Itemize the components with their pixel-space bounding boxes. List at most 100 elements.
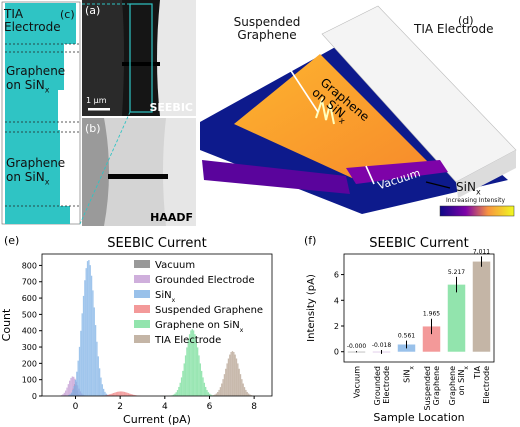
hist-bin	[183, 363, 185, 396]
hist-bin	[242, 383, 244, 396]
bar-frame	[343, 253, 495, 363]
hist-bin	[106, 395, 108, 396]
hist-bin	[129, 393, 131, 396]
hist-bin	[190, 330, 192, 396]
hist-bin	[102, 388, 105, 396]
bar-category-line: Graphene	[448, 366, 457, 406]
hist-bin	[73, 386, 75, 396]
hist-bin	[90, 275, 93, 396]
hist-xtick-label: 6	[207, 402, 213, 412]
panel-a-letter: (a)	[85, 4, 101, 17]
surface-grounded-purple	[202, 160, 350, 194]
surface-white-side	[456, 150, 516, 198]
hist-bin	[184, 355, 187, 396]
hist-bin	[62, 394, 64, 396]
hist-ytick-label: 100	[22, 376, 37, 385]
bar-category-line: TIA	[473, 365, 482, 379]
panel-b: (b) HAADF	[82, 118, 196, 226]
hist-bin	[92, 290, 94, 396]
hist-xlabel: Current (pA)	[123, 413, 191, 426]
legend-label-1: Grounded Electrode	[155, 275, 255, 286]
bar-category-line: Suspended	[423, 366, 432, 410]
bar-4	[447, 284, 466, 352]
hist-ytick-label: 600	[22, 294, 37, 303]
hist-bin	[223, 374, 226, 396]
hist-bin	[210, 394, 212, 396]
label-sinx-sub-2: x	[44, 177, 50, 187]
hist-bin	[234, 354, 236, 396]
hist-bin	[206, 390, 208, 396]
hist-bin	[187, 340, 189, 396]
hist-bin	[178, 386, 180, 396]
colorbar	[439, 205, 515, 217]
seebic-left-region	[82, 0, 124, 116]
hist-bin	[174, 393, 176, 396]
hist-bin	[176, 390, 179, 396]
hist-bin	[86, 261, 89, 396]
seebic-roi-box	[129, 3, 153, 113]
hist-ytick-label: 0	[32, 392, 37, 401]
hist-bin	[241, 379, 243, 396]
hist-bin	[239, 374, 242, 396]
hist-bin	[186, 347, 188, 396]
panel-d: (d) Suspended Graphene TIA Electrode Gra…	[196, 0, 520, 228]
hist-bin	[101, 384, 103, 396]
panel-d-letter: (d)	[458, 14, 474, 27]
bar-category-0: Vacuum	[353, 366, 362, 398]
hist-bin	[219, 387, 222, 396]
panel-e-letter: (e)	[4, 234, 19, 247]
legend-swatch-1	[134, 275, 150, 283]
bar-ytick-label: 2	[334, 322, 339, 331]
hist-bin	[108, 394, 111, 396]
bar-category-line: on SiNx	[457, 366, 470, 396]
bar-category-3: Suspended Graphene	[423, 366, 441, 411]
hist-bin	[96, 341, 98, 396]
surface-peaks	[315, 96, 335, 125]
label-suspended-graphene: Suspended Graphene	[233, 15, 301, 42]
hist-bin	[85, 268, 87, 396]
label-graphene-sinx-1: Graphene on SiNx	[6, 64, 76, 97]
hist-bin	[119, 391, 122, 396]
hist-bin	[191, 329, 193, 396]
panel-c: (c) TIA Electrode Graphene on SiNx Graph…	[0, 0, 82, 226]
hist-bin	[182, 370, 184, 396]
bar-category-1: Grounded Electrode	[373, 366, 391, 406]
hist-series-5	[210, 351, 255, 396]
legend-swatch-3	[134, 305, 150, 313]
haadf-gap-line	[108, 174, 168, 179]
hist-bin	[94, 325, 97, 396]
hist-bin	[225, 368, 227, 396]
hist-bin	[66, 387, 68, 396]
colorbar-label: Increasing Intensity	[446, 197, 506, 204]
hist-bin	[245, 389, 247, 396]
bar-value-label-0: -0.000	[347, 343, 367, 350]
seebic-right-electrode	[157, 0, 196, 116]
hist-bin	[107, 394, 109, 396]
hist-bin	[203, 382, 206, 396]
panel-c-letter: (c)	[60, 8, 75, 21]
surface-graphene-orange	[234, 54, 436, 178]
hist-xtick-label: 2	[117, 402, 123, 412]
hist-bin	[70, 392, 73, 396]
haadf-image	[82, 118, 196, 226]
hist-bin	[217, 392, 219, 396]
hist-bin	[133, 394, 135, 396]
hist-bin	[205, 386, 207, 396]
hist-bin	[63, 392, 65, 396]
hist-bin	[68, 395, 70, 396]
hist-series-4	[168, 329, 216, 396]
bar-ytick-label: 6	[334, 271, 339, 280]
hist-ylabel: Count	[0, 308, 13, 341]
hist-bin	[127, 393, 130, 396]
profile-dashed-lines	[5, 43, 79, 207]
legend-label-2: SiNx	[155, 290, 176, 304]
panel-c-profile	[1, 1, 81, 225]
hist-bin	[81, 313, 83, 396]
hist-bin	[123, 391, 126, 396]
surface-plot	[200, 5, 517, 217]
hist-bin	[98, 368, 101, 396]
hist-bin	[207, 392, 210, 396]
legend-label-3: Suspended Graphene	[155, 305, 263, 316]
hist-bin	[202, 377, 204, 396]
bar-title: SEEBIC Current	[369, 236, 468, 251]
